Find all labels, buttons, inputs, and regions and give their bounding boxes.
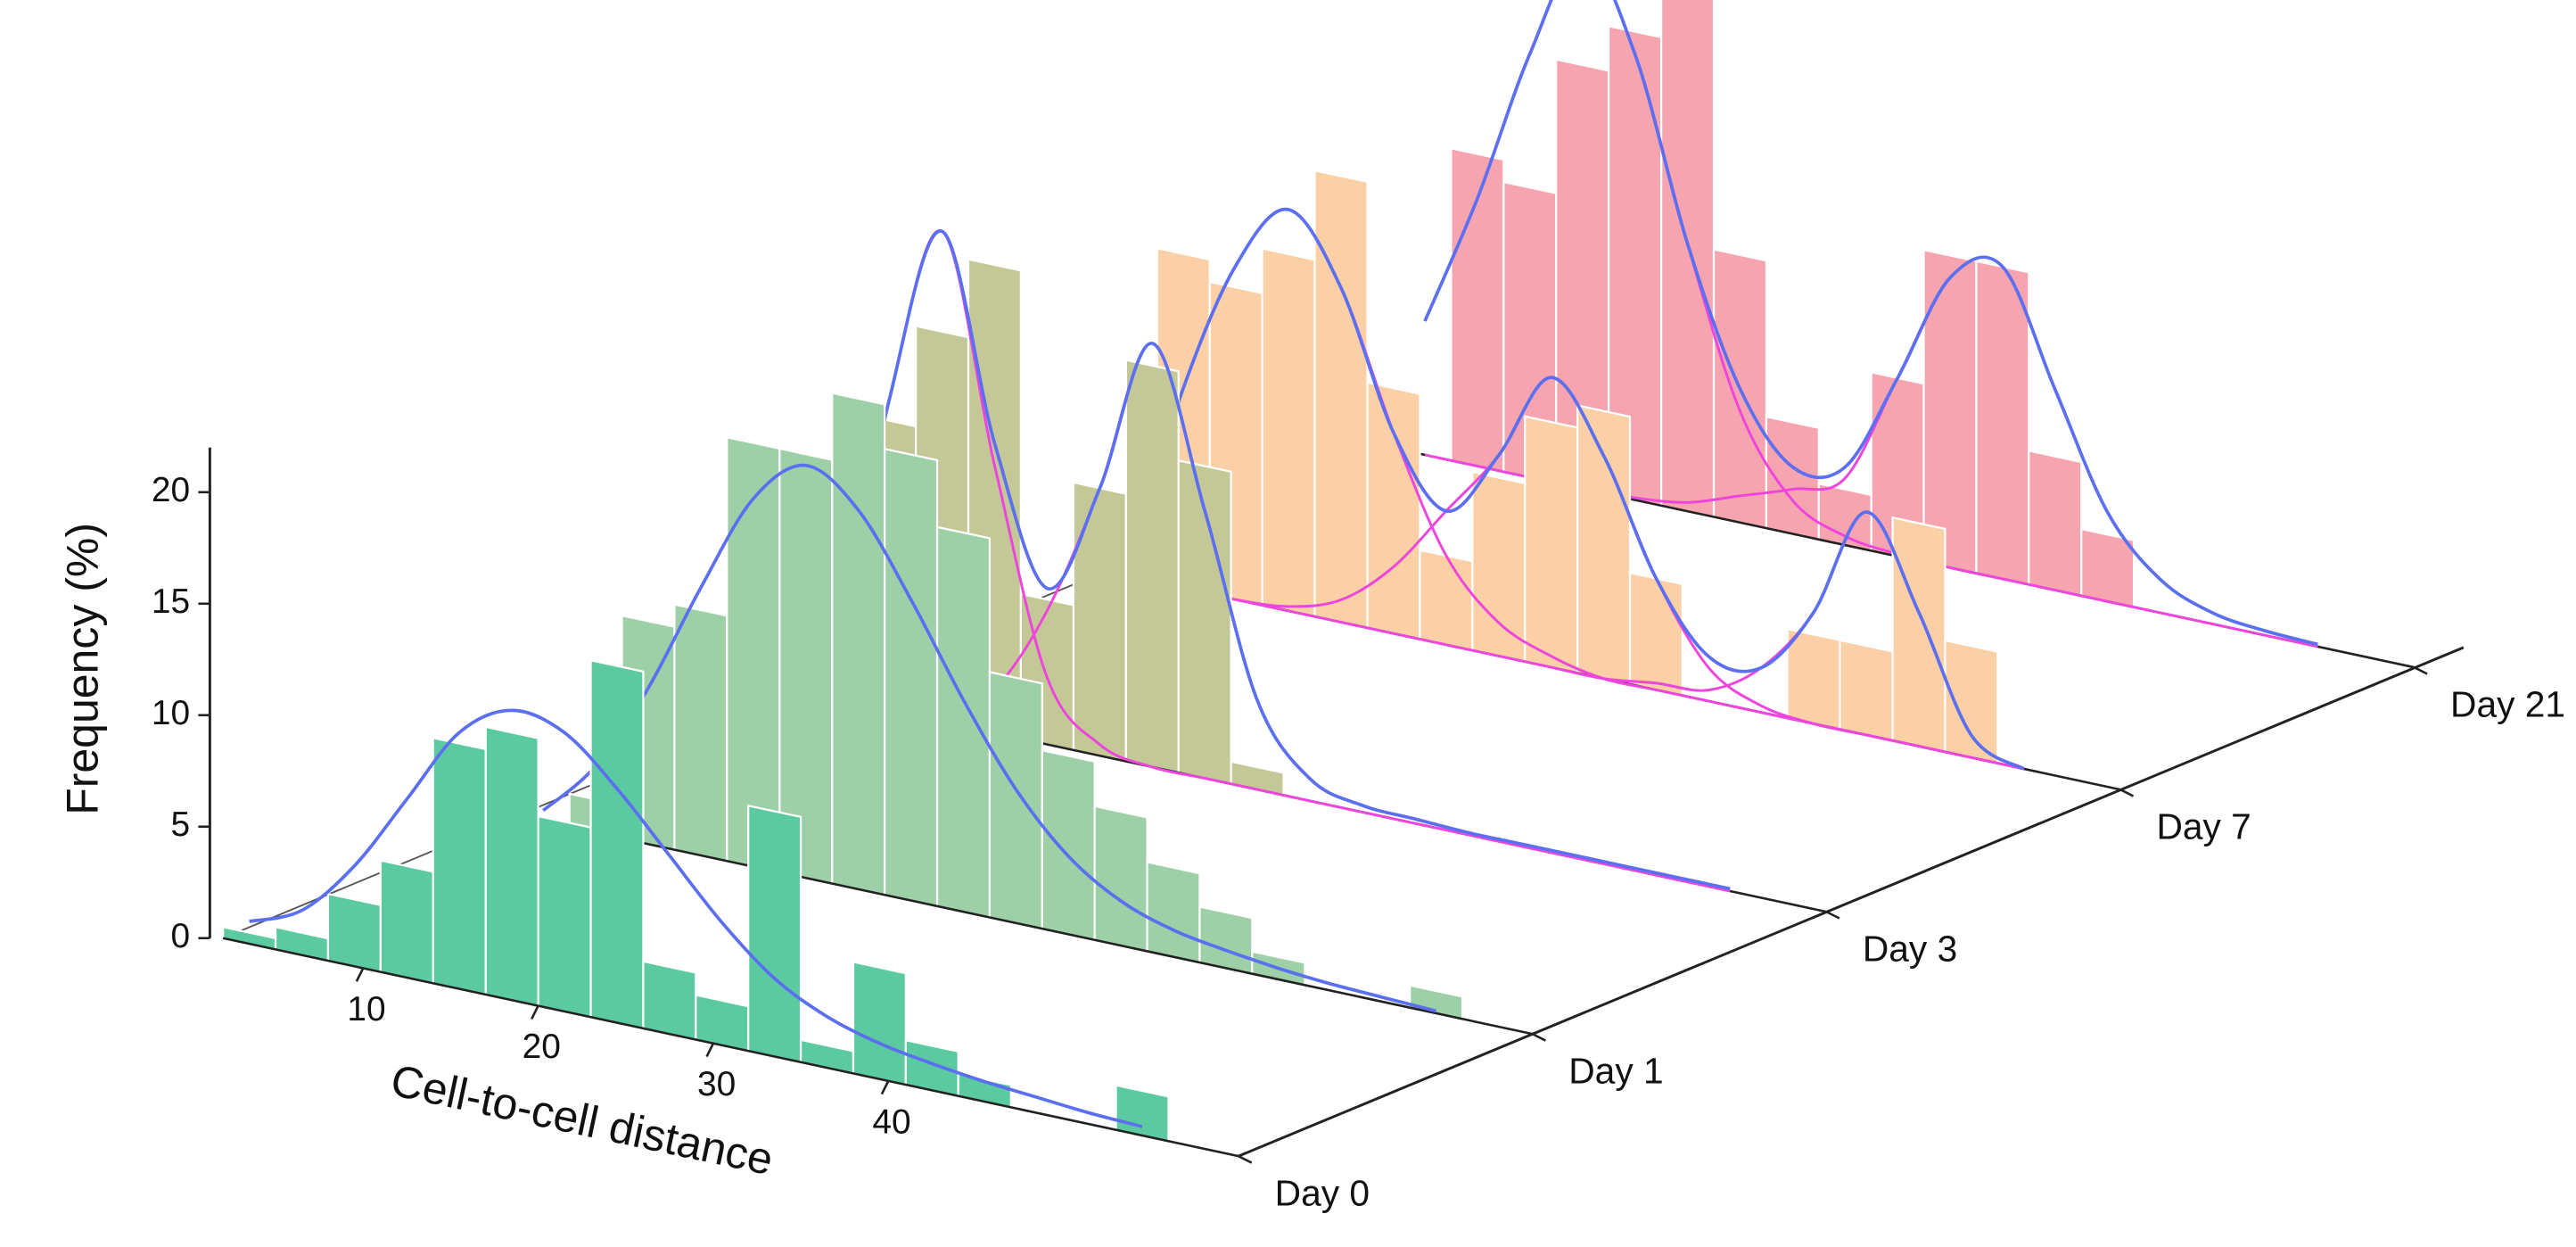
bar <box>642 960 697 1041</box>
fit-curve <box>835 229 1731 891</box>
bar <box>1366 381 1421 640</box>
depth-tick <box>1531 1032 1546 1042</box>
series-label: Day 3 <box>1863 928 1957 969</box>
y-tick-label: 20 <box>152 471 190 509</box>
depth-tick <box>1238 1154 1253 1164</box>
bar <box>1115 1084 1170 1143</box>
bar <box>935 525 992 919</box>
bar <box>1041 748 1096 942</box>
bar <box>1313 169 1369 630</box>
y-tick-label: 5 <box>171 805 191 844</box>
bar <box>1786 627 1841 731</box>
bar <box>1576 404 1632 686</box>
baseline <box>222 937 1239 1158</box>
depth-axis <box>1238 646 2465 1158</box>
series-label: Day 21 <box>2450 683 2565 724</box>
bar <box>1975 260 2030 586</box>
baseline <box>516 814 1533 1036</box>
bar <box>695 994 750 1053</box>
bar <box>988 671 1043 930</box>
x-tick <box>355 967 365 982</box>
fit-curve <box>542 463 1437 1013</box>
bar <box>537 814 592 1019</box>
bar <box>379 859 434 985</box>
y-tick-label: 10 <box>152 694 190 732</box>
bar <box>1261 247 1316 618</box>
bar <box>1660 0 1716 518</box>
bar <box>1922 248 1978 575</box>
y-tick-label: 0 <box>171 917 191 955</box>
bar <box>326 892 382 974</box>
bar <box>2028 449 2083 598</box>
bar <box>904 1038 959 1098</box>
depth-tick <box>2119 788 2135 797</box>
bar <box>589 658 645 1030</box>
bar <box>673 603 728 863</box>
bar <box>432 736 487 996</box>
fit-curve <box>1129 207 2025 771</box>
series-label: Day 1 <box>1568 1050 1663 1091</box>
bar <box>484 725 539 1008</box>
depth-tick <box>1825 910 1840 920</box>
bar <box>1524 415 1579 674</box>
bar <box>1471 470 1527 664</box>
x-tick <box>531 1005 539 1020</box>
bar <box>1093 805 1148 953</box>
bar <box>1419 549 1474 652</box>
x-tick-label: 20 <box>523 1028 561 1066</box>
bar <box>1072 481 1127 763</box>
bar <box>747 804 802 1064</box>
x-tick-label: 40 <box>872 1102 910 1141</box>
bar <box>1124 359 1180 774</box>
depth-tick <box>2413 665 2428 675</box>
bar <box>1891 516 1946 754</box>
bar <box>884 447 939 908</box>
fit-curve <box>249 708 1143 1128</box>
bar <box>1146 861 1201 964</box>
bar <box>852 961 907 1086</box>
y-tick-label: 15 <box>152 582 190 621</box>
x-tick <box>880 1080 890 1095</box>
y-axis-label: Frequency (%) <box>58 523 108 815</box>
fit-curve <box>1423 0 2318 647</box>
x-tick-label: 10 <box>347 990 385 1028</box>
bar <box>222 925 277 951</box>
series-label: Day 0 <box>1275 1172 1370 1213</box>
bar <box>831 392 886 896</box>
x-tick-label: 30 <box>697 1065 736 1103</box>
bar <box>1628 571 1683 698</box>
x-tick <box>705 1043 715 1058</box>
bar <box>1839 639 1894 742</box>
series-label: Day 7 <box>2156 805 2251 846</box>
